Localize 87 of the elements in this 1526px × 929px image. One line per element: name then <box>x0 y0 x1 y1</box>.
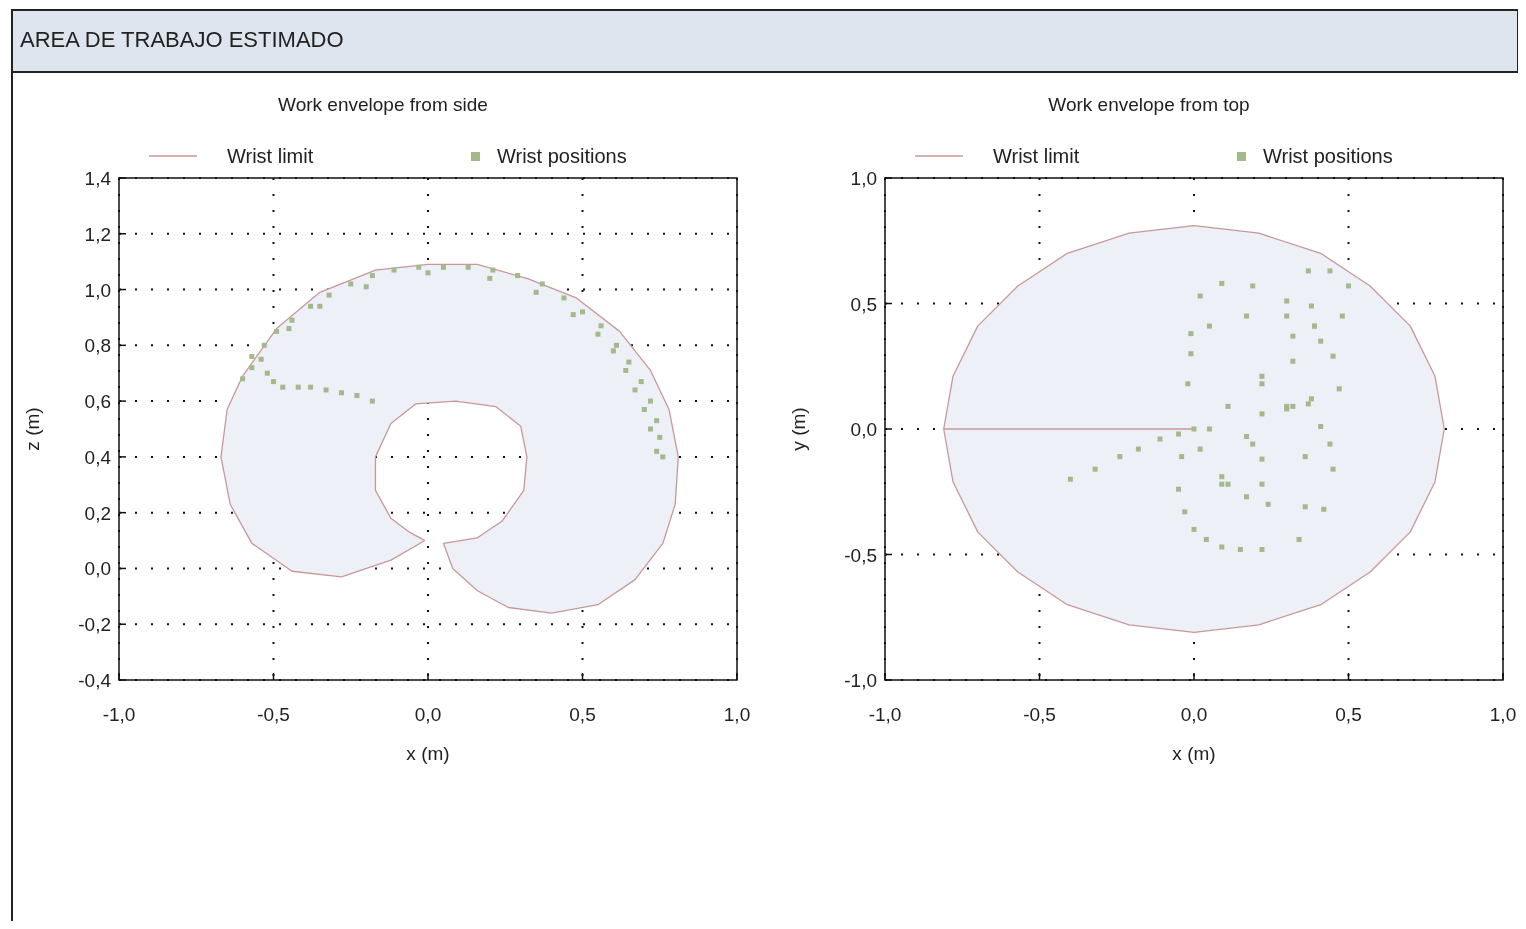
y-tick-label: 1,4 <box>84 168 112 189</box>
point <box>289 317 295 323</box>
point <box>249 365 255 371</box>
point <box>561 295 567 301</box>
point <box>326 292 332 298</box>
point <box>641 406 647 412</box>
y-tick-label: -0,5 <box>844 544 877 566</box>
y-tick-label: 0,8 <box>84 335 111 357</box>
y-axis-title: y (m) <box>788 407 809 451</box>
y-tick-label: 0,5 <box>850 293 877 315</box>
point <box>487 275 493 281</box>
legend-label: Wrist positions <box>497 145 627 167</box>
point <box>249 353 255 359</box>
x-axis-title: x (m) <box>1172 743 1216 764</box>
x-axis-title: x (m) <box>406 743 450 764</box>
y-tick-label: 1,2 <box>84 223 111 245</box>
y-tick-label: 0,6 <box>84 391 111 413</box>
y-axis-title: z (m) <box>22 407 43 451</box>
y-tick-label: 1,0 <box>850 168 877 189</box>
point <box>308 303 314 309</box>
y-tick-label: -0,4 <box>78 670 112 691</box>
point <box>295 384 301 390</box>
point <box>271 379 276 385</box>
point <box>317 303 323 309</box>
point <box>613 342 619 348</box>
point <box>274 328 280 334</box>
point <box>261 342 267 348</box>
point <box>654 448 660 454</box>
point <box>598 323 604 329</box>
x-tick-label: -1,0 <box>102 704 136 725</box>
point <box>623 367 629 373</box>
point <box>533 289 539 295</box>
point <box>338 390 344 396</box>
point <box>425 270 431 276</box>
chart-title: Work envelope from side <box>278 94 488 115</box>
point <box>647 426 653 432</box>
point <box>280 384 286 390</box>
y-tick-label: -0,2 <box>78 614 111 636</box>
y-tick-label: 0,2 <box>84 502 111 524</box>
point <box>626 359 632 365</box>
point <box>416 264 422 270</box>
text: AREA DE TRABAJO ESTIMADO <box>20 27 344 52</box>
point <box>369 273 375 279</box>
point <box>354 393 360 399</box>
y-tick-label: 0,4 <box>84 446 112 468</box>
point <box>654 418 660 424</box>
x-tick-label: -1,0 <box>868 704 902 725</box>
point <box>638 379 644 385</box>
point <box>515 273 521 279</box>
point <box>657 434 663 440</box>
point <box>369 398 375 404</box>
legend-label: Wrist limit <box>227 145 314 167</box>
point <box>595 331 601 337</box>
point <box>391 267 397 273</box>
point <box>308 384 314 390</box>
x-tick-label: 0,5 <box>1335 704 1362 725</box>
y-tick-label: 1,0 <box>84 279 111 301</box>
point <box>258 356 264 362</box>
legend-label: Wrist limit <box>993 145 1080 167</box>
point <box>539 281 545 287</box>
point <box>660 454 666 460</box>
point <box>465 264 471 270</box>
point <box>348 281 354 287</box>
point <box>570 312 576 318</box>
point <box>323 387 329 393</box>
x-tick-label: 0,5 <box>569 704 596 725</box>
legend-label: Wrist positions <box>1263 145 1393 167</box>
point <box>580 309 585 315</box>
x-tick-label: 0,0 <box>1180 704 1208 725</box>
x-tick-label: -0,5 <box>257 704 290 725</box>
chart-title: Work envelope from top <box>1048 94 1250 115</box>
point <box>440 264 446 270</box>
point <box>264 370 270 376</box>
x-tick-label: 0,0 <box>414 704 442 725</box>
point <box>286 326 292 332</box>
point <box>240 376 246 382</box>
point <box>490 267 496 273</box>
x-tick-label: 1,0 <box>1489 704 1517 725</box>
point <box>647 398 653 404</box>
y-tick-label: 0,0 <box>84 558 111 580</box>
x-tick-label: 1,0 <box>723 704 751 725</box>
point <box>363 284 369 290</box>
point <box>610 348 616 354</box>
y-tick-label: -1,0 <box>844 670 877 691</box>
x-tick-label: -0,5 <box>1023 704 1056 725</box>
point <box>632 387 638 393</box>
y-tick-label: 0,0 <box>850 419 877 440</box>
